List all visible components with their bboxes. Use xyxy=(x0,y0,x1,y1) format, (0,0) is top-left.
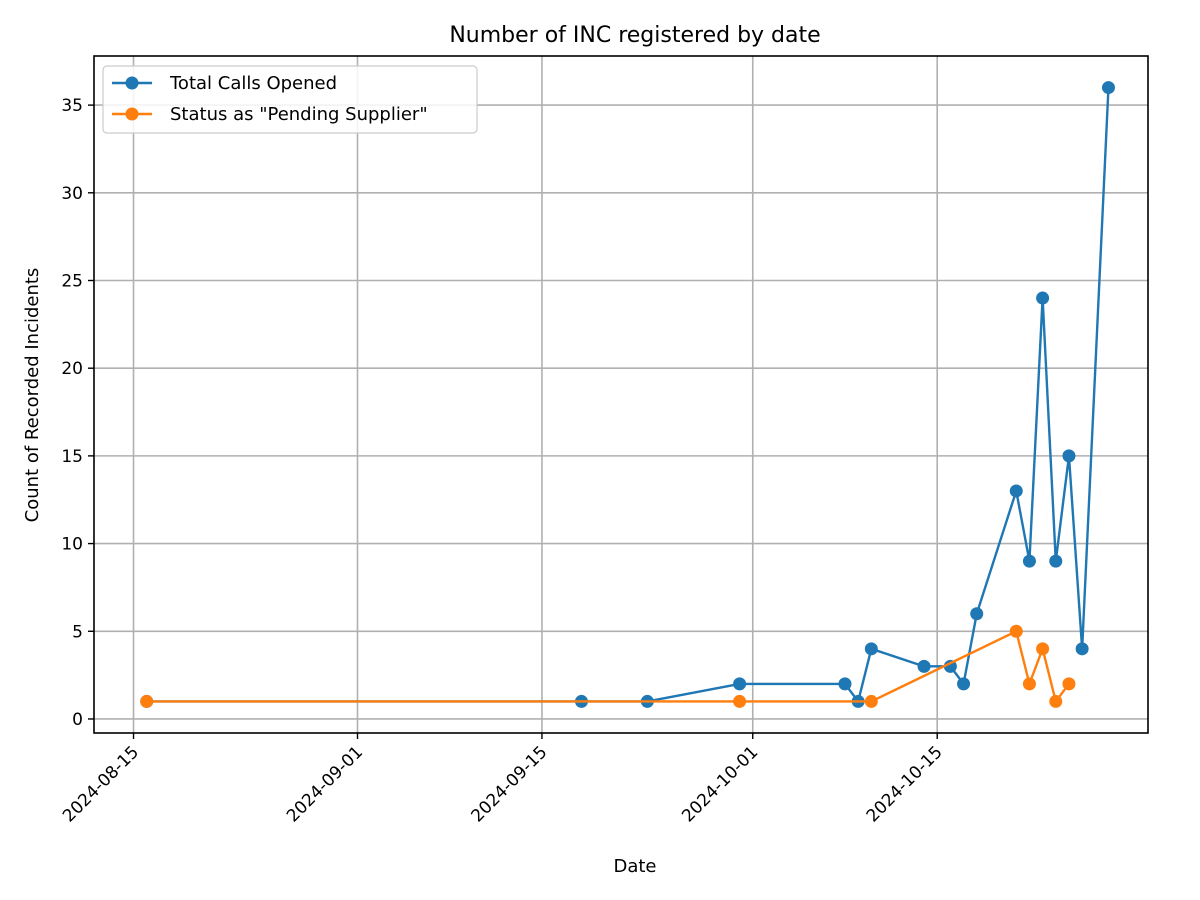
data-point xyxy=(140,694,154,708)
y-tick-label: 10 xyxy=(61,535,83,555)
data-point xyxy=(864,694,878,708)
plot-frame xyxy=(93,55,1149,734)
data-point xyxy=(1062,677,1076,691)
plot-area xyxy=(94,56,1148,733)
y-tick-label: 0 xyxy=(72,710,83,730)
legend-item: Total Calls Opened xyxy=(112,73,337,94)
series-line xyxy=(146,630,1070,703)
y-tick-label: 15 xyxy=(61,447,83,467)
data-point xyxy=(1022,554,1036,568)
data-point xyxy=(1022,677,1036,691)
y-tick-label: 35 xyxy=(61,96,83,116)
legend-label: Total Calls Opened xyxy=(169,73,337,94)
data-point xyxy=(957,677,971,691)
grid-lines xyxy=(94,56,1148,733)
series-2 xyxy=(140,624,1076,708)
legend-marker xyxy=(125,76,139,90)
series-1 xyxy=(140,81,1115,708)
series-layer xyxy=(140,81,1115,708)
data-point xyxy=(1101,81,1115,95)
chart-title: Number of INC registered by date xyxy=(449,23,820,48)
legend-label: Status as "Pending Supplier" xyxy=(170,104,428,125)
x-axis-label: Date xyxy=(613,856,656,877)
data-point xyxy=(943,659,957,673)
data-point xyxy=(1009,624,1023,638)
y-tick-label: 30 xyxy=(61,184,83,204)
y-tick-label: 25 xyxy=(61,271,83,291)
y-tick-label: 20 xyxy=(61,359,83,379)
data-point xyxy=(864,642,878,656)
y-tick-label: 5 xyxy=(72,622,83,642)
data-point xyxy=(838,677,852,691)
data-point xyxy=(1062,449,1076,463)
legend: Total Calls Opened Status as "Pending Sup… xyxy=(102,65,478,134)
data-point xyxy=(1009,484,1023,498)
data-point xyxy=(1049,694,1063,708)
series-line xyxy=(146,87,1110,703)
legend-marker xyxy=(125,107,139,121)
y-axis: 0 5 10 15 20 25 30 35 xyxy=(61,96,94,730)
data-point xyxy=(917,659,931,673)
y-axis-label: Count of Recorded Incidents xyxy=(22,268,43,523)
legend-item: Status as "Pending Supplier" xyxy=(112,104,428,125)
data-point xyxy=(733,677,747,691)
legend-box xyxy=(102,65,478,134)
data-point xyxy=(733,694,747,708)
data-point xyxy=(1036,291,1050,305)
data-point xyxy=(1075,642,1089,656)
data-point xyxy=(970,607,984,621)
data-point xyxy=(1036,642,1050,656)
data-point xyxy=(1049,554,1063,568)
